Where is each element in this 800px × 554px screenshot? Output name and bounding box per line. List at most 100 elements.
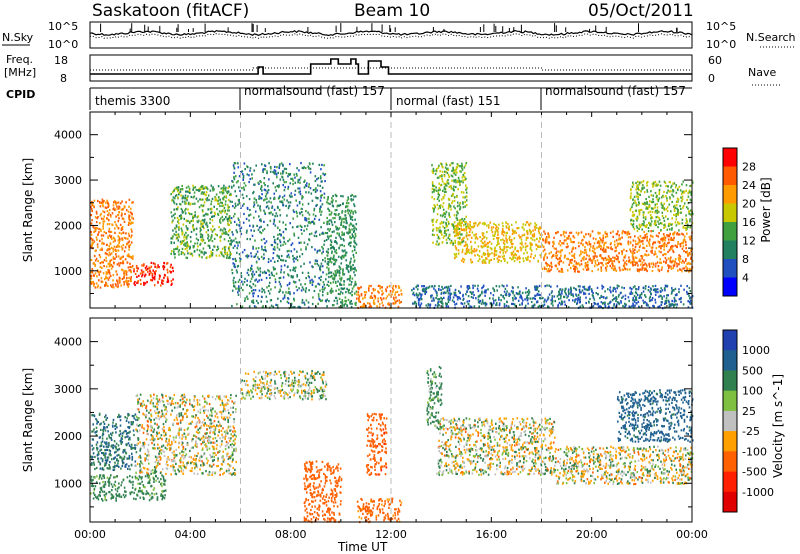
data-pixel	[181, 188, 184, 191]
data-pixel	[640, 296, 642, 299]
data-pixel	[317, 293, 320, 296]
data-pixel	[125, 201, 127, 204]
data-pixel	[517, 226, 520, 230]
data-pixel	[483, 253, 486, 256]
data-pixel	[646, 244, 648, 247]
data-pixel	[556, 295, 559, 298]
data-pixel	[535, 248, 538, 251]
data-pixel	[542, 245, 545, 248]
data-pixel	[528, 289, 530, 292]
data-pixel	[503, 231, 505, 234]
data-pixel	[636, 293, 639, 297]
data-pixel	[469, 224, 471, 227]
data-pixel	[106, 217, 109, 220]
data-pixel	[604, 231, 607, 234]
data-pixel	[623, 265, 626, 268]
data-pixel	[595, 292, 598, 295]
data-pixel	[293, 260, 295, 263]
data-pixel	[655, 291, 657, 294]
data-pixel	[461, 176, 464, 179]
data-pixel	[178, 228, 180, 231]
data-pixel	[659, 245, 661, 248]
data-pixel	[266, 197, 268, 200]
data-pixel	[682, 259, 684, 262]
data-pixel	[290, 243, 293, 247]
data-pixel	[330, 240, 333, 243]
data-pixel	[543, 258, 545, 261]
data-pixel	[116, 280, 119, 283]
data-pixel	[388, 303, 390, 306]
data-pixel	[127, 266, 130, 269]
data-pixel	[349, 214, 351, 217]
data-pixel	[465, 188, 467, 191]
data-pixel	[282, 172, 284, 175]
data-pixel	[182, 251, 185, 254]
data-pixel	[550, 299, 552, 302]
data-pixel	[343, 256, 345, 259]
data-pixel	[246, 256, 249, 259]
data-pixel	[210, 208, 213, 211]
data-pixel	[218, 226, 220, 229]
data-pixel	[338, 247, 340, 250]
data-pixel	[436, 229, 438, 232]
data-pixel	[170, 252, 172, 255]
data-pixel	[355, 290, 358, 293]
data-pixel	[158, 266, 160, 269]
data-pixel	[350, 265, 353, 268]
data-pixel	[445, 184, 448, 187]
data-pixel	[163, 261, 165, 265]
data-pixel	[449, 294, 452, 297]
data-pixel	[190, 230, 193, 233]
data-pixel	[124, 269, 126, 273]
data-pixel	[253, 292, 255, 295]
data-pixel	[274, 280, 277, 284]
data-pixel	[187, 245, 190, 248]
data-pixel	[349, 235, 351, 238]
data-pixel	[223, 218, 226, 221]
data-pixel	[347, 212, 350, 215]
data-pixel	[578, 298, 580, 301]
data-pixel	[331, 223, 334, 226]
data-pixel	[276, 176, 278, 179]
data-pixel	[112, 236, 115, 239]
data-pixel	[644, 294, 646, 297]
data-pixel	[105, 276, 107, 280]
data-pixel	[236, 251, 238, 254]
data-pixel	[341, 302, 343, 305]
data-pixel	[671, 238, 673, 241]
data-pixel	[319, 269, 322, 272]
data-pixel	[101, 266, 103, 269]
data-pixel	[186, 246, 188, 249]
data-pixel	[261, 295, 263, 299]
data-pixel	[114, 283, 117, 286]
data-pixel	[678, 288, 680, 291]
data-pixel	[596, 255, 598, 258]
data-pixel	[109, 242, 112, 245]
data-pixel	[648, 262, 650, 265]
data-pixel	[212, 248, 214, 251]
data-pixel	[508, 294, 510, 297]
data-pixel	[442, 225, 444, 228]
data-pixel	[450, 194, 453, 197]
data-pixel	[449, 163, 452, 166]
data-pixel	[473, 293, 475, 297]
data-pixel	[245, 217, 248, 220]
data-pixel	[585, 262, 587, 265]
data-pixel	[182, 223, 185, 226]
data-pixel	[351, 218, 354, 221]
data-pixel	[510, 241, 513, 244]
data-pixel	[570, 261, 573, 264]
data-pixel	[631, 304, 633, 308]
data-pixel	[237, 203, 239, 206]
data-pixel	[691, 259, 694, 262]
data-pixel	[225, 196, 228, 199]
data-pixel	[563, 256, 566, 259]
data-pixel	[660, 287, 662, 290]
data-pixel	[148, 272, 151, 275]
data-pixel	[431, 191, 434, 194]
data-pixel	[235, 287, 237, 290]
data-pixel	[321, 180, 323, 183]
data-pixel	[255, 270, 258, 273]
data-pixel	[300, 248, 302, 251]
data-pixel	[687, 262, 690, 265]
